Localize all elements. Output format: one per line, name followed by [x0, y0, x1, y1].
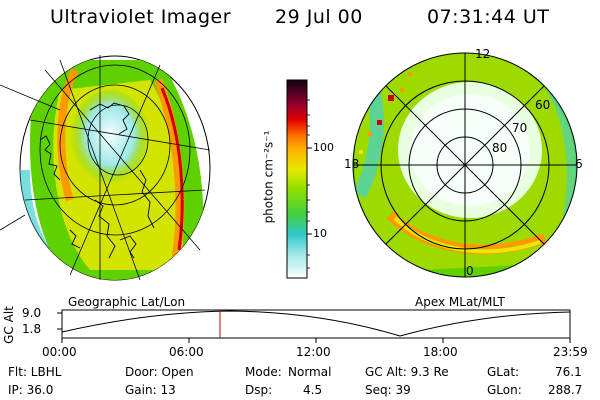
glon-value: 288.7: [548, 383, 583, 397]
mlt-label-0: 0: [466, 264, 474, 278]
ip-value: IP: 36.0: [8, 383, 54, 397]
xtick-2359: 23:59: [553, 345, 588, 359]
dsp-value: 4.5: [303, 383, 323, 397]
mlt-label-6: 6: [575, 157, 583, 171]
altitude-ytick-high: 9.0: [22, 306, 42, 320]
gain-value: Gain: 13: [125, 383, 176, 397]
left-panel-caption: Geographic Lat/Lon: [68, 295, 186, 309]
header-date: 29 Jul 00: [275, 6, 363, 28]
gc-alt-value: GC Alt: 9.3 Re: [365, 365, 449, 379]
glat-value: 76.1: [555, 365, 582, 379]
xtick-0600: 06:00: [169, 345, 204, 359]
geographic-image: [0, 55, 211, 281]
colorbar-unit-label: photon cm⁻²s⁻¹: [261, 130, 276, 224]
mlt-label-12: 12: [475, 47, 491, 61]
mlt-image: [352, 52, 578, 278]
lat-label-80: 80: [492, 141, 508, 155]
dsp-label: Dsp:: [245, 383, 273, 397]
lat-label-70: 70: [512, 121, 528, 135]
door-status: Door: Open: [125, 365, 194, 379]
xtick-1200: 12:00: [296, 345, 331, 359]
seq-value: Seq: 39: [365, 383, 411, 397]
mode-label: Mode:: [245, 365, 282, 379]
xtick-0000: 00:00: [42, 345, 77, 359]
colorbar-tick-100: 100: [313, 141, 334, 154]
xtick-1800: 18:00: [423, 345, 458, 359]
color-bar: [286, 79, 312, 279]
header-time: 07:31:44 UT: [427, 6, 550, 28]
mlt-label-18: 18: [344, 157, 360, 171]
filter-value: Flt: LBHL: [8, 365, 62, 379]
lat-label-60: 60: [535, 98, 551, 112]
altitude-plot: [57, 309, 571, 343]
app-title: Ultraviolet Imager: [50, 6, 232, 28]
colorbar-tick-10: 10: [313, 227, 327, 240]
mode-value: Normal: [288, 365, 332, 379]
right-panel-caption: Apex MLat/MLT: [415, 295, 505, 309]
glat-label: GLat:: [487, 365, 520, 379]
altitude-ytick-low: 1.8: [22, 322, 42, 336]
altitude-ylabel: GC Alt: [1, 306, 16, 344]
glon-label: GLon:: [487, 383, 522, 397]
